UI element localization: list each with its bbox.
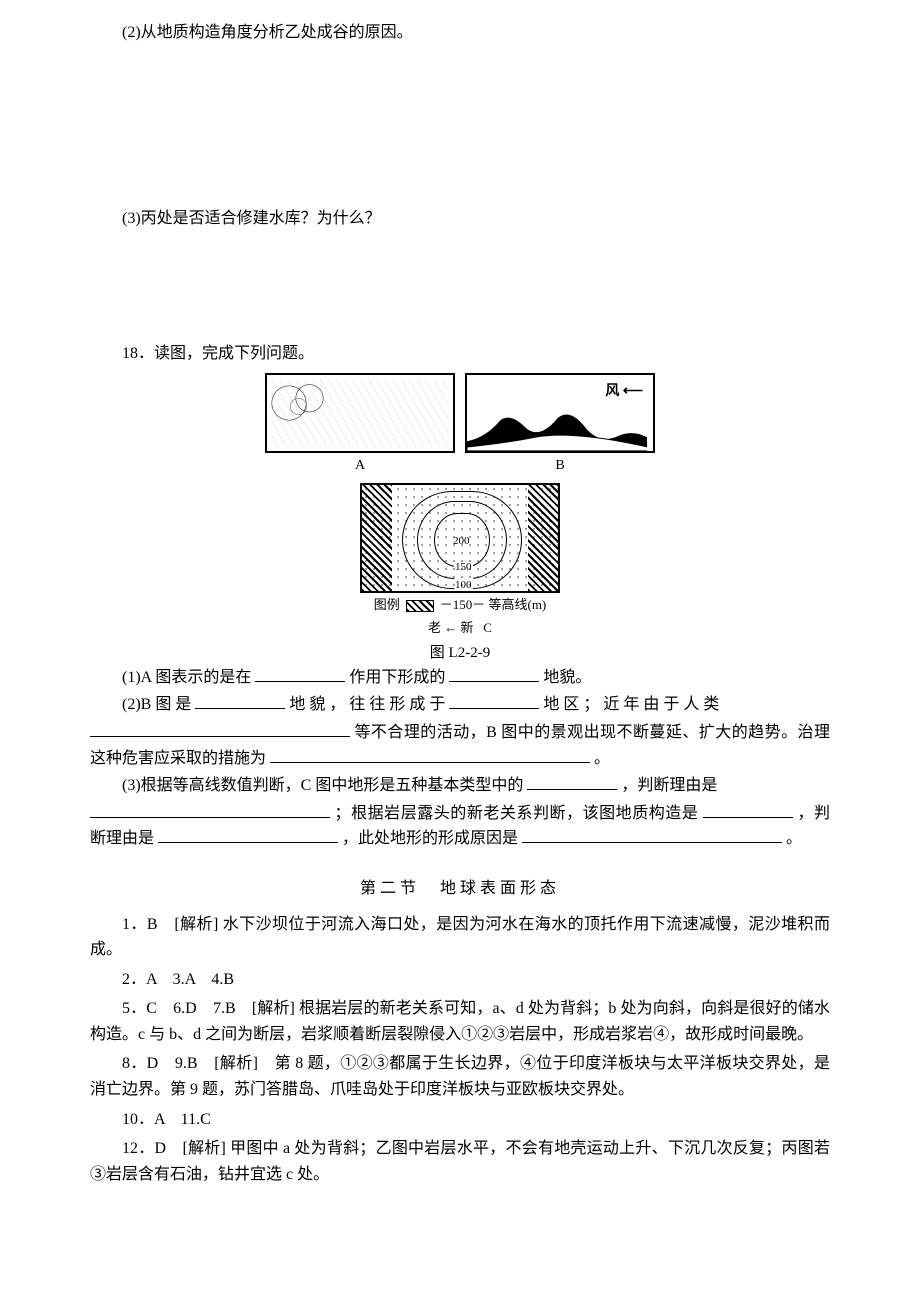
figure-b-label: B [555,455,564,477]
q18-p1-c: 地貌。 [543,669,591,686]
q18-p3-f: 。 [786,830,802,847]
answer-5-7: 5．C 6.D 7.B [解析] 根据岩层的新老关系可知，a、d 处为背斜；b … [90,996,830,1047]
dune-svg [467,409,647,451]
figure-b: 风 ⟵ [465,373,655,453]
blank-3c[interactable] [703,802,793,818]
figure-c-hatch-right [528,485,558,591]
wind-text: 风 [605,384,619,399]
figure-c: 200 150 100 [360,483,560,593]
answer-1: 1．B [解析] 水下沙坝位于河流入海口处，是因为河水在海水的顶托作用下流速减慢… [90,912,830,963]
q18-p1-a: (1)A 图表示的是在 [122,669,251,686]
answer-space-2 [90,56,830,206]
q18-p3-line1: (3)根据等高线数值判断，C 图中地形是五种基本类型中的 ，判断理由是 [90,773,830,799]
old-new-arrow: 老 ← 新 C [428,618,492,639]
old-new-text: 老 ← 新 [428,620,474,635]
blank-2d[interactable] [270,747,590,763]
contour-150 [417,501,507,579]
q18-p3-e: ，此处地形的形成原因是 [342,830,518,847]
blank-2c[interactable] [90,721,350,737]
q18-p2-b: 地 貌 ， 往 往 形 成 于 [289,696,445,713]
blank-1a[interactable] [255,666,345,682]
contour-100 [402,491,522,589]
contour-label-100: 100 [454,577,473,593]
figure-c-label: C [483,620,492,635]
answer-2-4: 2．A 3.A 4.B [90,967,830,993]
figure-b-wind-label: 风 ⟵ [605,381,643,403]
contour-label-200: 200 [452,533,471,551]
figure-row-ab: A 风 ⟵ B [90,373,830,477]
figure-a-scribble [271,379,449,447]
figure-caption: 图 L2-2-9 [90,641,830,665]
q18-p3-b: ，判断理由是 [621,777,717,794]
q17-part2-text: (2)从地质构造角度分析乙处成谷的原因。 [90,20,830,46]
q18-p3-line2: ；根据岩层露头的新老关系判断，该图地质构造是 ，判断理由是 ，此处地形的形成原因… [90,801,830,852]
blank-3e[interactable] [522,827,782,843]
figure-a-box: A [265,373,455,477]
q17-part3: (3)丙处是否适合修建水库？为什么？ [90,206,830,232]
figure-a-label: A [355,455,365,477]
figure-c-legend: 图例 －150－ 等高线(m) [374,595,547,616]
q18-p1-b: 作用下形成的 [349,669,445,686]
answer-12: 12．D [解析] 甲图中 a 处为背斜；乙图中岩层水平，不会有地壳运动上升、下… [90,1136,830,1187]
blank-3d[interactable] [158,827,338,843]
figure-c-box: 200 150 100 图例 －150－ 等高线(m) 老 ← 新 C [90,483,830,639]
blank-2a[interactable] [195,693,285,709]
q17-part2: (2)从地质构造角度分析乙处成谷的原因。 [90,20,830,46]
q18-p2-c: 地 区 ； 近 年 由 于 人 类 [543,696,719,713]
legend-contour-text: －150－ 等高线(m) [440,595,547,616]
blank-3b[interactable] [90,802,330,818]
figure-b-box: 风 ⟵ B [465,373,655,477]
q18-p3-c: ；根据岩层露头的新老关系判断，该图地质构造是 [335,805,699,822]
q18-p1: (1)A 图表示的是在 作用下形成的 地貌。 [90,665,830,691]
legend-text: 图例 [374,595,400,616]
q18-p2-line1: (2)B 图 是 地 貌 ， 往 往 形 成 于 地 区 ； 近 年 由 于 人… [90,692,830,718]
contour-200 [434,513,490,567]
q18-p2-line2: 等不合理的活动，B 图中的景观出现不断蔓延、扩大的趋势。治理这种危害应采取的措施… [90,720,830,771]
q18-p3-a: (3)根据等高线数值判断，C 图中地形是五种基本类型中的 [122,777,523,794]
blank-3a[interactable] [527,774,617,790]
contour-label-150: 150 [454,559,473,577]
answers-section-title: 第二节 地球表面形态 [90,876,830,902]
figure-a [265,373,455,453]
answer-10-11: 10．A 11.C [90,1107,830,1133]
q17-part3-text: (3)丙处是否适合修建水库？为什么？ [90,206,830,232]
blank-1b[interactable] [449,666,539,682]
blank-2b[interactable] [449,693,539,709]
answer-space-3 [90,241,830,341]
figure-c-hatch-left [362,485,392,591]
answer-8-9: 8．D 9.B [解析] 第 8 题，①②③都属于生长边界，④位于印度洋板块与太… [90,1051,830,1102]
q18-p2-e: 。 [594,750,610,767]
q18-stem: 18．读图，完成下列问题。 [90,341,830,367]
q18-p2-a: (2)B 图 是 [122,696,191,713]
legend-hatch-swatch [406,600,434,612]
